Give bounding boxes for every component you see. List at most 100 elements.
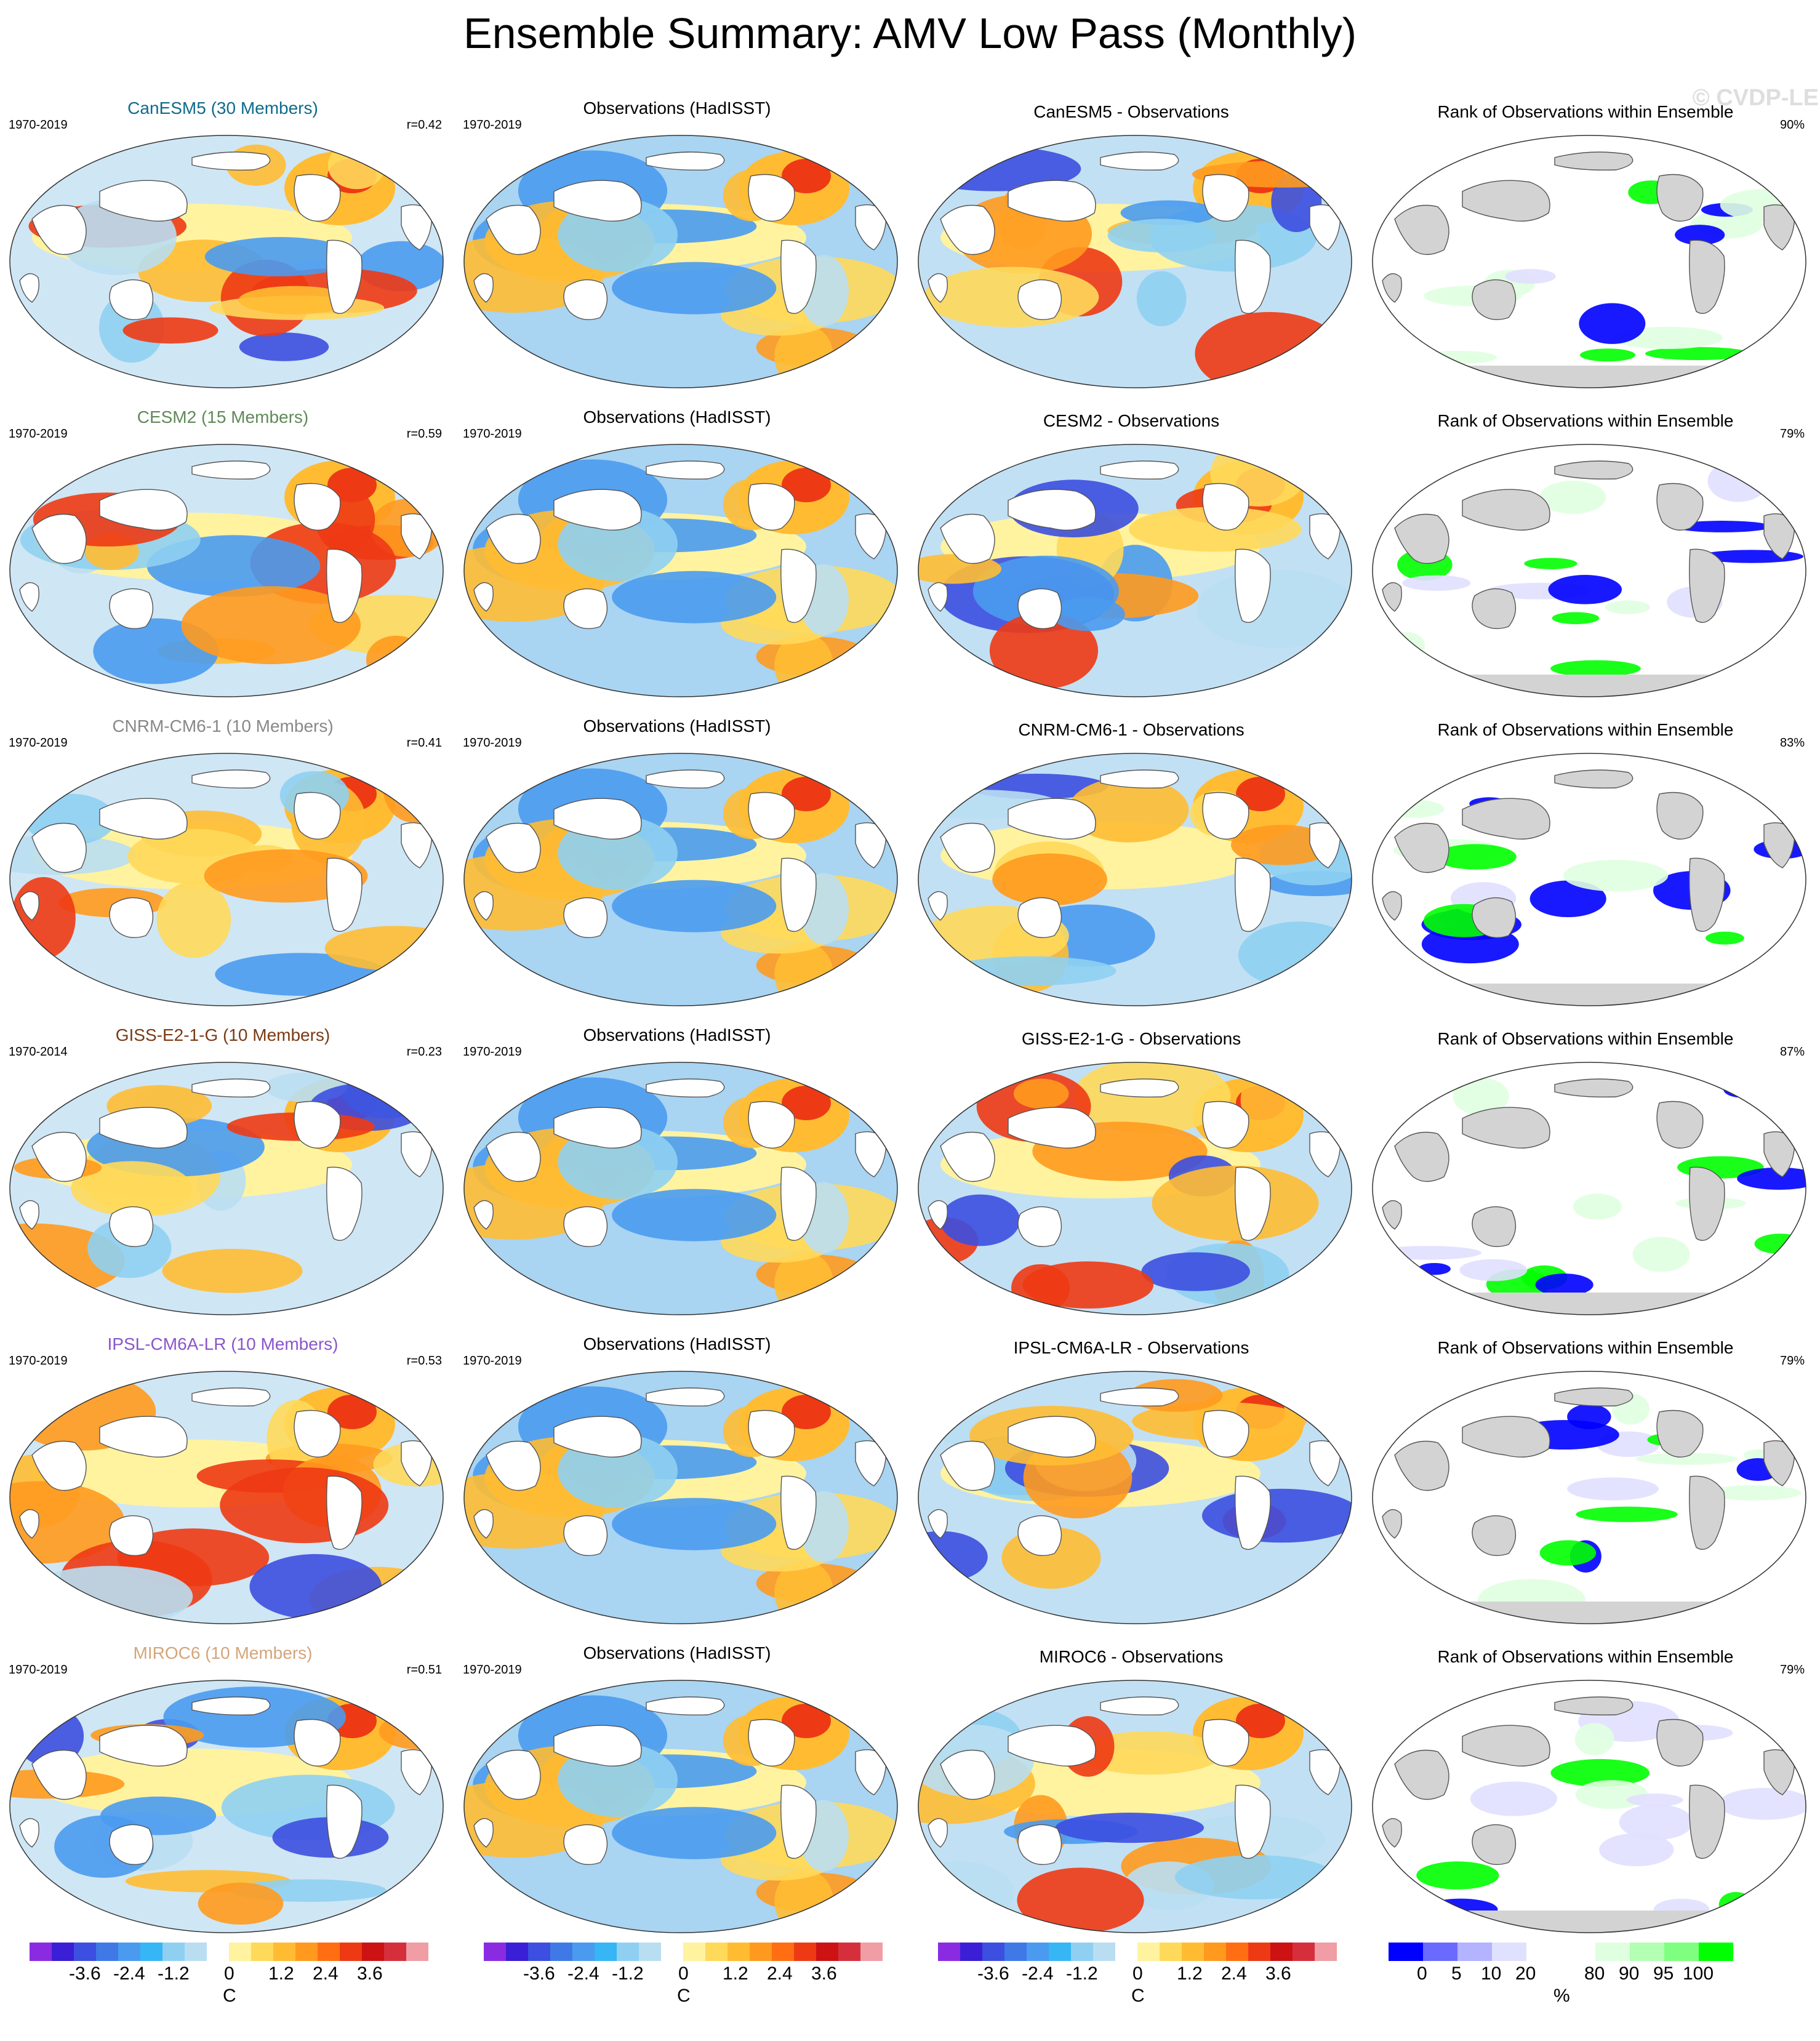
colorbar-swatch [1160,1943,1182,1961]
model-panel-title: CanESM5 (30 Members) [127,98,318,118]
pattern-correlation: r=0.59 [406,427,442,441]
model-map [9,753,444,1006]
observations-panel-title: Observations (HadISST) [583,716,771,736]
colorbar-swatch [838,1943,860,1961]
model-panel: IPSL-CM6A-LR (10 Members) 1970-2019 r=0.53 [0,1328,446,1636]
colorbar-swatch [1389,1943,1423,1961]
colorbar-swatch [1423,1943,1457,1961]
colorbar-swatch [617,1943,639,1961]
difference-panel: CanESM5 - Observations [908,92,1354,400]
colorbar-tick-label: 0 [1417,1963,1427,1984]
panel-row: MIROC6 (10 Members) 1970-2019 r=0.51 Observ… [0,1637,1820,1945]
difference-panel-title: CanESM5 - Observations [1033,102,1229,121]
colorbar-swatch [705,1943,728,1961]
colorbar-swatch [1630,1943,1664,1961]
rank-panel-title: Rank of Observations within Ensemble [1437,102,1734,121]
rank-map [1372,1062,1806,1315]
observations-map [463,444,898,697]
model-panel-title: GISS-E2-1-G (10 Members) [115,1025,331,1045]
observations-map [463,135,898,388]
colorbar-swatch [639,1943,661,1961]
colorbar-swatch [295,1943,318,1961]
model-map [9,444,444,697]
rank-panel: Rank of Observations within Ensemble 87% [1363,1019,1808,1327]
colorbar-swatch [229,1943,251,1961]
model-panel: CanESM5 (30 Members) 1970-2019 r=0.42 [0,92,446,400]
colorbar-tick-label: 0 [224,1963,235,1984]
observations-map [463,1680,898,1933]
colorbar-tick-label: -2.4 [567,1963,599,1984]
colorbar-swatch [1226,1943,1248,1961]
model-period: 1970-2014 [9,1045,68,1059]
colorbar-tick-label: 95 [1653,1963,1674,1984]
model-period: 1970-2019 [9,118,68,132]
colorbar-unit: C [223,1986,236,2006]
observations-panel: Observations (HadISST) 1970-2019 [454,1019,900,1327]
colorbar-swatch [52,1943,74,1961]
colorbar-tick-label: -1.2 [1066,1963,1098,1984]
colorbar-tick-label: 5 [1451,1963,1462,1984]
colorbar-swatch [1049,1943,1071,1961]
colorbar-tick-label: 2.4 [767,1963,793,1984]
colorbar-tick-label: 3.6 [811,1963,837,1984]
colorbar-tick-label: -2.4 [1022,1963,1054,1984]
colorbar-swatch [162,1943,185,1961]
pattern-correlation: r=0.41 [406,736,442,750]
colorbar-tick-label: 3.6 [1265,1963,1291,1984]
model-panel-title: CNRM-CM6-1 (10 Members) [112,716,334,736]
colorbar-swatch [550,1943,572,1961]
model-map [9,1371,444,1624]
difference-panel-title: GISS-E2-1-G - Observations [1021,1029,1241,1048]
colorbar-swatch [794,1943,816,1961]
observations-panel: Observations (HadISST) 1970-2019 [454,710,900,1018]
observations-panel-title: Observations (HadISST) [583,407,771,427]
colorbar-tick-label: 90 [1619,1963,1640,1984]
colorbar-tick-label: 10 [1481,1963,1502,1984]
colorbar-tick-label: 2.4 [1221,1963,1247,1984]
colorbar-tick-label: 1.2 [268,1963,294,1984]
colorbar-tick-label: 20 [1515,1963,1536,1984]
model-panel-title: IPSL-CM6A-LR (10 Members) [107,1334,339,1353]
difference-panel-title: CNRM-CM6-1 - Observations [1018,720,1245,739]
difference-map [918,1371,1352,1624]
colorbar-swatch [30,1943,52,1961]
colorbar-swatch [595,1943,617,1961]
pattern-correlation: r=0.23 [406,1045,442,1059]
model-period: 1970-2019 [9,427,68,441]
observations-panel-title: Observations (HadISST) [583,1643,771,1662]
difference-map [918,135,1352,388]
colorbar-swatch [750,1943,772,1961]
pattern-correlation: r=0.42 [406,118,442,132]
colorbar-tick-label: 1.2 [723,1963,748,1984]
colorbar-tick-label: 0 [678,1963,689,1984]
pattern-correlation: r=0.51 [406,1663,442,1677]
colorbar-swatch [140,1943,162,1961]
colorbar-tick-label: 2.4 [313,1963,339,1984]
colorbar-swatch [273,1943,295,1961]
observations-panel: Observations (HadISST) 1970-2019 [454,1328,900,1636]
model-map [9,1062,444,1315]
colorbar-swatch [74,1943,96,1961]
observations-panel: Observations (HadISST) 1970-2019 [454,1637,900,1945]
colorbar-swatch [572,1943,595,1961]
colorbar-swatch [362,1943,384,1961]
colorbar-swatch [982,1943,1004,1961]
watermark: © CVDP-LE [1692,85,1819,111]
observations-period: 1970-2019 [463,1663,522,1677]
observations-period: 1970-2019 [463,1354,522,1368]
colorbar-swatch [938,1943,960,1961]
colorbar-tick-label: 0 [1132,1963,1143,1984]
colorbar-swatch [1137,1943,1160,1961]
model-panel: GISS-E2-1-G (10 Members) 1970-2014 r=0.23 [0,1019,446,1327]
colorbar-swatch [1664,1943,1699,1961]
colorbar-tick-label: -3.6 [69,1963,101,1984]
colorbar-swatch [772,1943,794,1961]
colorbar-swatches [1389,1943,1733,1961]
difference-panel: GISS-E2-1-G - Observations [908,1019,1354,1327]
colorbar-swatches [30,1943,428,1961]
rank-map [1372,1680,1806,1933]
model-period: 1970-2019 [9,736,68,750]
difference-panel: MIROC6 - Observations [908,1637,1354,1945]
observations-period: 1970-2019 [463,1045,522,1059]
model-period: 1970-2019 [9,1663,68,1677]
